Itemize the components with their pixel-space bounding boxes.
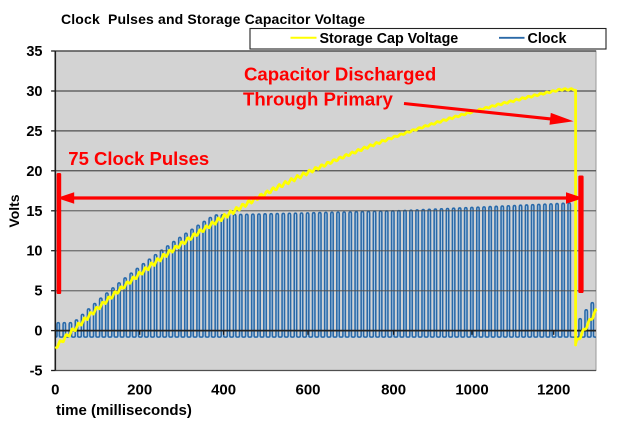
- svg-text:800: 800: [381, 381, 406, 398]
- svg-text:400: 400: [211, 381, 236, 398]
- svg-text:0: 0: [51, 381, 59, 398]
- svg-text:Volts: Volts: [6, 194, 22, 227]
- svg-text:1000: 1000: [455, 381, 488, 398]
- svg-text:30: 30: [26, 84, 42, 100]
- svg-text:75 Clock Pulses: 75 Clock Pulses: [68, 148, 209, 169]
- svg-text:Through Primary: Through Primary: [243, 89, 393, 110]
- svg-text:-5: -5: [30, 364, 43, 380]
- svg-text:20: 20: [26, 164, 42, 180]
- svg-text:25: 25: [26, 124, 42, 140]
- svg-text:15: 15: [26, 204, 42, 220]
- svg-text:0: 0: [34, 324, 42, 340]
- svg-text:Clock Pulses and Storage Capa: Clock Pulses and Storage Capacitor Volta…: [61, 11, 365, 27]
- svg-text:5: 5: [34, 284, 42, 300]
- svg-text:time (milliseconds): time (milliseconds): [56, 402, 192, 419]
- svg-text:35: 35: [26, 44, 42, 60]
- svg-text:200: 200: [127, 381, 152, 398]
- svg-text:Capacitor Discharged: Capacitor Discharged: [244, 64, 436, 85]
- svg-text:600: 600: [295, 381, 320, 398]
- svg-text:1200: 1200: [537, 381, 570, 398]
- svg-text:10: 10: [26, 244, 42, 260]
- svg-text:Storage Cap Voltage: Storage Cap Voltage: [320, 31, 459, 47]
- svg-text:Clock: Clock: [528, 31, 567, 47]
